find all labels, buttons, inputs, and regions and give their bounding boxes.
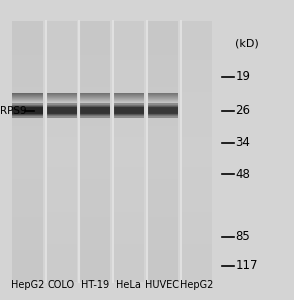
Text: 19: 19 bbox=[235, 70, 250, 83]
Text: HUVEC: HUVEC bbox=[146, 280, 179, 290]
Text: 34: 34 bbox=[235, 136, 250, 149]
Text: COLO: COLO bbox=[47, 280, 75, 290]
Text: HepG2: HepG2 bbox=[180, 280, 213, 290]
Text: (kD): (kD) bbox=[235, 38, 259, 49]
Text: 26: 26 bbox=[235, 104, 250, 118]
Text: HeLa: HeLa bbox=[116, 280, 141, 290]
Text: HT-19: HT-19 bbox=[81, 280, 109, 290]
Text: 85: 85 bbox=[235, 230, 250, 244]
Text: 48: 48 bbox=[235, 167, 250, 181]
Text: RPS9: RPS9 bbox=[0, 106, 27, 116]
Text: 117: 117 bbox=[235, 259, 258, 272]
Text: HepG2: HepG2 bbox=[11, 280, 44, 290]
